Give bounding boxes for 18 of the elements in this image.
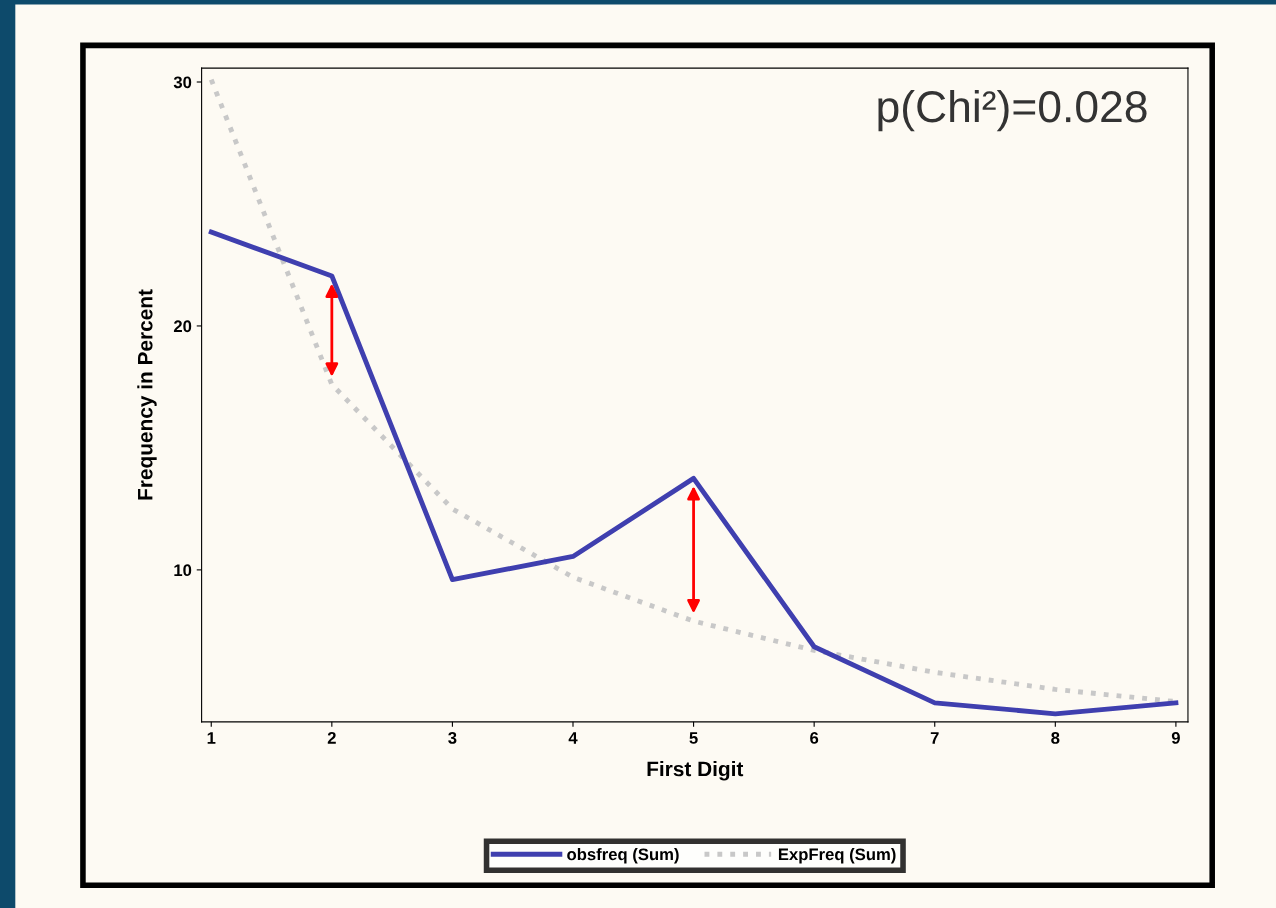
y-tick-label: 20 xyxy=(173,320,192,333)
x-axis-title: First Digit xyxy=(647,761,744,781)
x-tick-label: 1 xyxy=(207,732,216,744)
x-tick-label: 8 xyxy=(1051,732,1060,744)
legend-label: obsfreq (Sum) xyxy=(567,848,679,864)
line-series xyxy=(208,229,1179,717)
y-tick-label: 30 xyxy=(173,76,192,89)
x-tick-label: 5 xyxy=(689,732,698,744)
x-tick-label: 9 xyxy=(1171,732,1180,744)
x-tick-label: 3 xyxy=(448,732,457,744)
x-tick-label: 4 xyxy=(568,732,578,744)
annotation: p(Chi²)=0.028 xyxy=(878,89,1147,132)
y-tick-label: 10 xyxy=(174,564,192,577)
x-tick-label: 6 xyxy=(810,732,819,744)
x-tick-label: 2 xyxy=(327,732,336,744)
x-tick-label: 7 xyxy=(930,732,939,744)
y-axis-title: Frequency in Percent xyxy=(137,289,157,500)
legend-label: ExpFreq (Sum) xyxy=(778,848,896,864)
